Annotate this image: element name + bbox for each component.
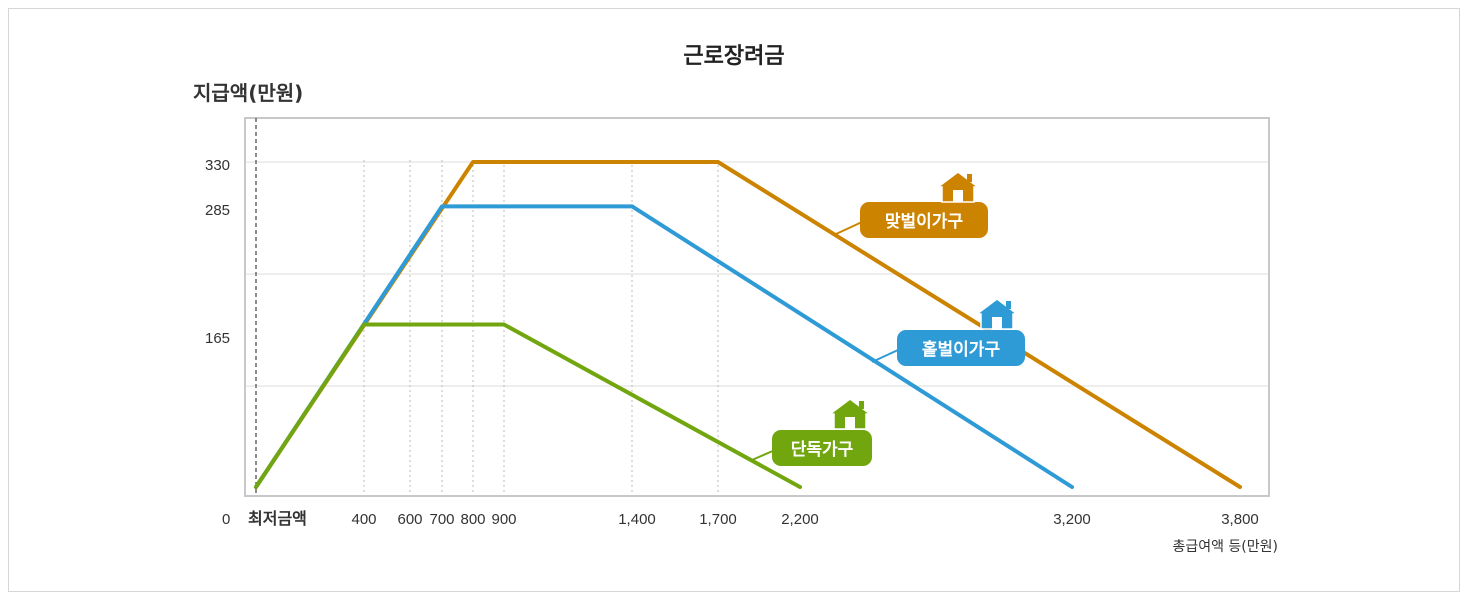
vertical-guides [363, 160, 719, 495]
series-lines [254, 160, 1242, 489]
label-text-dual: 맞벌이가구 [885, 212, 964, 232]
label-text-single-earner: 홑벌이가구 [922, 339, 1001, 360]
label-single-earner: 홑벌이가구 [871, 298, 1025, 366]
y-tick-labels: 330 285 165 [205, 157, 230, 347]
label-box-dual [860, 202, 988, 238]
x-tick-3200: 3,200 [1053, 511, 1091, 528]
label-pointer-single-earner [871, 349, 899, 363]
x-axis-label: 총급여액 등(만원) [1172, 539, 1278, 555]
label-text-single: 단독가구 [791, 440, 854, 460]
horizontal-gridlines [246, 161, 1268, 387]
house-icon [827, 398, 873, 430]
x-tick-origin: 0 [222, 511, 230, 528]
x-tick-1700: 1,700 [699, 511, 737, 528]
y-axis-label: 지급액(만원) [193, 81, 303, 105]
label-pointer-single [751, 449, 776, 461]
x-tick-400: 400 [351, 511, 376, 528]
plot-area [244, 117, 1270, 497]
label-single: 단독가구 [751, 398, 873, 466]
label-dual-income: 맞벌이가구 [835, 171, 988, 238]
y-tick-165: 165 [205, 330, 230, 347]
x-tick-900: 900 [491, 511, 516, 528]
x-tick-1400: 1,400 [618, 511, 656, 528]
label-pointer-dual [835, 221, 863, 235]
house-icon [935, 171, 981, 203]
x-tick-labels: 0 최저금액 400 600 700 800 900 1,400 1,700 2… [222, 509, 1259, 528]
series-line-2 [254, 322, 802, 489]
x-tick-800: 800 [460, 511, 485, 528]
x-tick-600: 600 [397, 511, 422, 528]
chart-title: 근로장려금 [683, 44, 785, 69]
x-tick-2200: 2,200 [781, 511, 819, 528]
label-box-single-earner [897, 330, 1025, 366]
house-icon [974, 298, 1020, 330]
x-tick-3800: 3,800 [1221, 511, 1259, 528]
label-box-single [772, 430, 872, 466]
x-tick-min-amount: 최저금액 [248, 509, 307, 528]
y-tick-330: 330 [205, 157, 230, 174]
y-tick-285: 285 [205, 202, 230, 219]
x-tick-700: 700 [429, 511, 454, 528]
